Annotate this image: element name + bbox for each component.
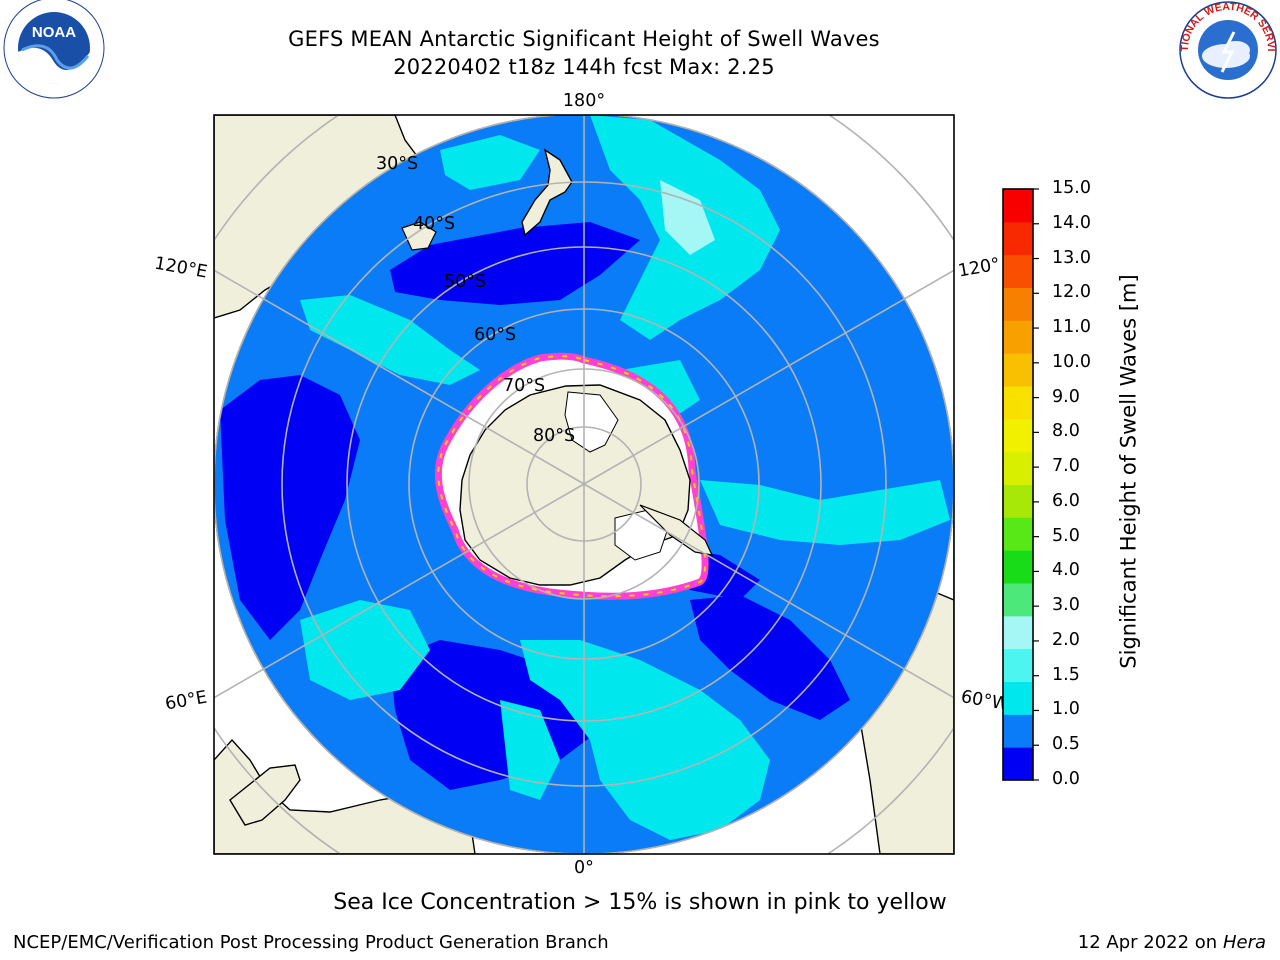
colorbar-tick-label: 8.0 bbox=[1052, 421, 1080, 442]
colorbar-tick-label: 13.0 bbox=[1052, 247, 1091, 268]
longitude-gridlines bbox=[214, 115, 954, 854]
colorbar-tick-label: 11.0 bbox=[1052, 317, 1091, 338]
chart-subtitle: 20220402 t18z 144h fcst Max: 2.25 bbox=[393, 55, 775, 79]
colorbar-tick-label: 0.0 bbox=[1052, 769, 1080, 789]
colorbar-tick-label: 10.0 bbox=[1052, 351, 1091, 372]
footer-date: 12 Apr 2022 on Hera bbox=[1078, 932, 1266, 953]
colorbar-tick-label: 14.0 bbox=[1052, 212, 1091, 233]
colorbar-segment bbox=[1003, 254, 1033, 288]
colorbar-tick-label: 2.0 bbox=[1052, 629, 1080, 650]
colorbar-segment bbox=[1003, 747, 1033, 781]
colorbar-label: Significant Height of Swell Waves [m] bbox=[1116, 274, 1141, 669]
colorbar-tick-label: 12.0 bbox=[1052, 282, 1091, 303]
map-frame bbox=[213, 114, 955, 855]
caption: Sea Ice Concentration > 15% is shown in … bbox=[333, 890, 947, 915]
antarctic-peninsula bbox=[639, 504, 714, 556]
swell-zone-high-3 bbox=[520, 640, 770, 840]
noaa-logo: NOAA bbox=[3, 0, 105, 99]
colorbar-segment bbox=[1003, 615, 1033, 650]
lat-label-50s: 50°S bbox=[444, 272, 486, 292]
colorbar-segment bbox=[1003, 320, 1033, 354]
lon-label-60e: 60°E bbox=[164, 688, 209, 715]
colorbar-segment bbox=[1003, 386, 1033, 420]
chart-title: GEFS MEAN Antarctic Significant Height o… bbox=[288, 27, 880, 51]
lat-label-70s: 70°S bbox=[503, 376, 545, 396]
lat-label-60s: 60°S bbox=[474, 325, 516, 345]
footer-credit: NCEP/EMC/Verification Post Processing Pr… bbox=[13, 932, 609, 953]
lat-label-40s: 40°S bbox=[413, 214, 455, 234]
lon-label-120w: 120° bbox=[957, 255, 1002, 282]
swell-zone-low-drake bbox=[690, 595, 850, 720]
colorbar-tick-label: 7.0 bbox=[1052, 456, 1080, 477]
ross-ice-shelf bbox=[564, 391, 619, 453]
colorbar-segment bbox=[1003, 714, 1033, 748]
lon-label-120e: 120°E bbox=[153, 254, 209, 283]
colorbar-tick-label: 4.0 bbox=[1052, 560, 1080, 581]
lon-label-180: 180° bbox=[563, 91, 605, 111]
colorbar-tick-label: 5.0 bbox=[1052, 525, 1080, 546]
footer-machine: Hera bbox=[1222, 932, 1266, 953]
lat-label-30s: 30°S bbox=[376, 154, 418, 174]
colorbar-segment bbox=[1003, 418, 1033, 453]
colorbar-tick-label: 1.5 bbox=[1052, 664, 1080, 685]
colorbar-tick-label: 15.0 bbox=[1052, 178, 1091, 198]
lat-label-80s: 80°S bbox=[533, 426, 575, 446]
colorbar-segment bbox=[1003, 287, 1033, 321]
colorbar-tick-label: 6.0 bbox=[1052, 490, 1080, 511]
nws-logo: NATIONAL WEATHER SERVICE bbox=[1176, 0, 1277, 99]
swell-zone-low-pacific bbox=[390, 222, 640, 305]
footer-date-text: 12 Apr 2022 on bbox=[1077, 932, 1223, 953]
lon-label-0: 0° bbox=[574, 858, 594, 878]
colorbar-segment bbox=[1003, 517, 1033, 551]
noaa-logo-text: NOAA bbox=[32, 24, 76, 41]
colorbar-segment bbox=[1003, 648, 1033, 682]
colorbar-segment bbox=[1003, 550, 1033, 584]
colorbar-tick-label: 1.0 bbox=[1052, 699, 1080, 720]
colorbar-segment bbox=[1003, 189, 1033, 223]
madagascar-land bbox=[229, 764, 301, 826]
swell-zone-high-2 bbox=[300, 295, 480, 385]
colorbar-tick-label: 0.5 bbox=[1052, 734, 1080, 755]
colorbar-segment bbox=[1003, 353, 1033, 387]
colorbar-segment bbox=[1003, 484, 1033, 518]
swell-zone-low-west bbox=[220, 375, 360, 640]
colorbar-segment bbox=[1003, 221, 1033, 256]
colorbar-segment bbox=[1003, 681, 1033, 715]
colorbar-tick-label: 9.0 bbox=[1052, 386, 1080, 407]
colorbar-frame bbox=[1002, 188, 1034, 781]
colorbar-segment bbox=[1003, 451, 1033, 485]
new-zealand-land bbox=[521, 148, 573, 237]
colorbar bbox=[1002, 188, 1039, 781]
colorbar-segment bbox=[1003, 583, 1033, 617]
colorbar-tick-label: 3.0 bbox=[1052, 595, 1080, 616]
